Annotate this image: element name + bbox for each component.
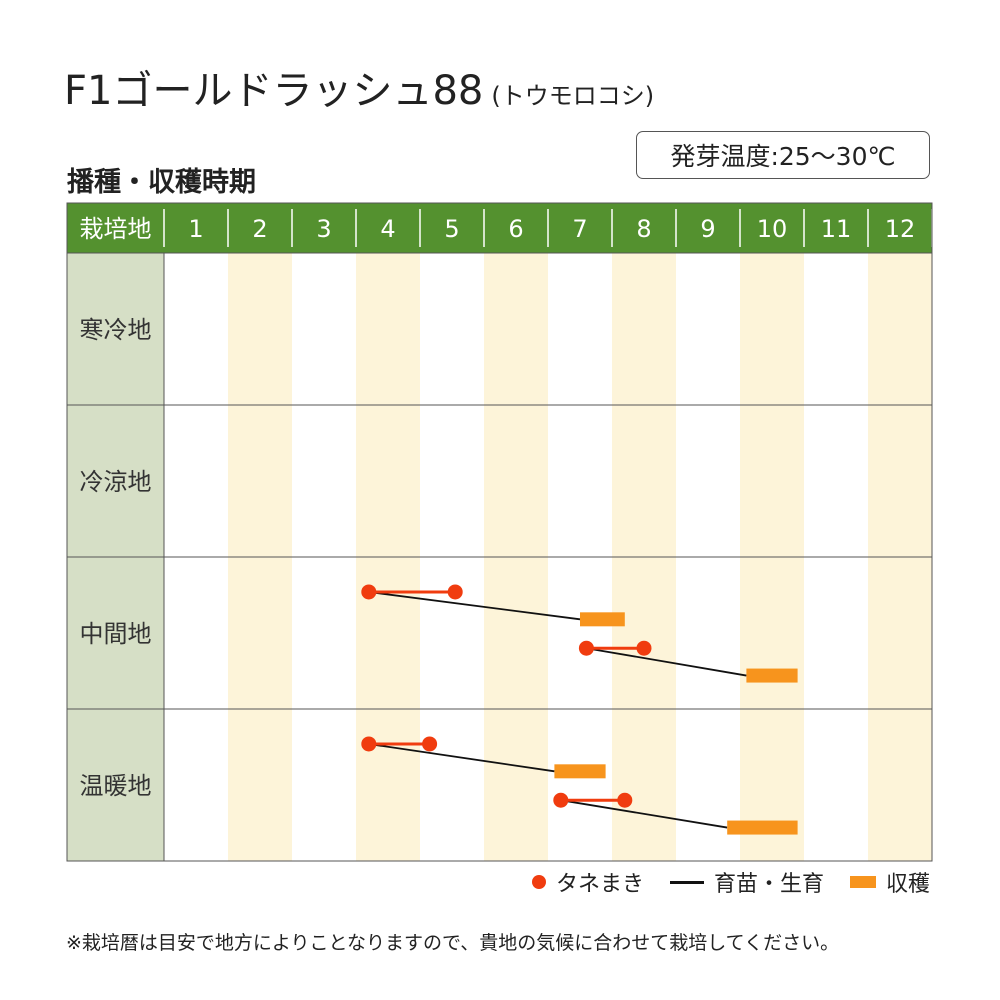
month-label: 11 <box>821 215 852 243</box>
sowing-start-dot <box>578 640 594 656</box>
sowing-start-dot <box>553 792 569 808</box>
month-label: 5 <box>444 215 459 243</box>
month-label: 7 <box>572 215 587 243</box>
growth-line <box>368 591 581 621</box>
page-title: F1ゴールドラッシュ88 (トウモロコシ) <box>64 58 654 116</box>
month-label: 4 <box>380 215 395 243</box>
title-main: F1ゴールドラッシュ88 <box>64 68 484 114</box>
sowing-end-dot <box>447 584 463 600</box>
header-bar <box>67 203 932 253</box>
growth-line <box>586 647 747 677</box>
harvest-bar <box>727 820 798 835</box>
legend: タネまき 育苗・生育 収穫 <box>531 866 930 898</box>
region-label: 温暖地 <box>80 772 152 800</box>
growth-line <box>560 799 728 829</box>
legend-item-sowing: タネまき <box>531 866 644 898</box>
sowing-end-dot <box>636 640 652 656</box>
legend-item-harvest: 収穫 <box>849 866 930 898</box>
sowing-start-dot <box>361 584 377 600</box>
legend-label-harvest: 収穫 <box>885 872 930 897</box>
region-label: 寒冷地 <box>80 316 152 344</box>
legend-item-growing: 育苗・生育 <box>669 866 824 898</box>
month-label: 10 <box>757 215 788 243</box>
sowing-end-dot <box>422 736 438 752</box>
schedule-heading: 播種・収穫時期 <box>67 167 256 198</box>
month-label: 1 <box>188 215 203 243</box>
harvest-bar <box>746 668 798 683</box>
growth-line-icon <box>669 880 704 884</box>
germination-temperature-text: 発芽温度:25〜30℃ <box>670 142 896 171</box>
month-label: 2 <box>252 215 267 243</box>
corner-label: 栽培地 <box>80 215 152 243</box>
region-label: 冷涼地 <box>80 468 152 496</box>
legend-label-sowing: タネまき <box>555 872 644 897</box>
sowing-start-dot <box>361 736 377 752</box>
region-label: 中間地 <box>80 620 152 648</box>
table-border <box>66 202 933 862</box>
sowing-end-dot <box>617 792 633 808</box>
harvest-bar <box>580 612 625 627</box>
footer-note: ※栽培暦は目安で地方によりことなりますので、貴地の気候に合わせて栽培してください… <box>66 932 840 954</box>
harvest-bar <box>554 764 606 779</box>
title-sub: (トウモロコシ) <box>491 82 655 110</box>
month-label: 8 <box>636 215 651 243</box>
harvest-bar-icon <box>849 876 876 888</box>
sowing-dot-icon <box>531 875 546 889</box>
month-label: 6 <box>508 215 523 243</box>
growth-line <box>368 743 555 773</box>
germination-temperature-badge: 発芽温度:25〜30℃ <box>636 131 930 179</box>
legend-label-growing: 育苗・生育 <box>713 872 824 897</box>
month-label: 12 <box>885 215 916 243</box>
month-label: 9 <box>700 215 715 243</box>
month-label: 3 <box>316 215 331 243</box>
